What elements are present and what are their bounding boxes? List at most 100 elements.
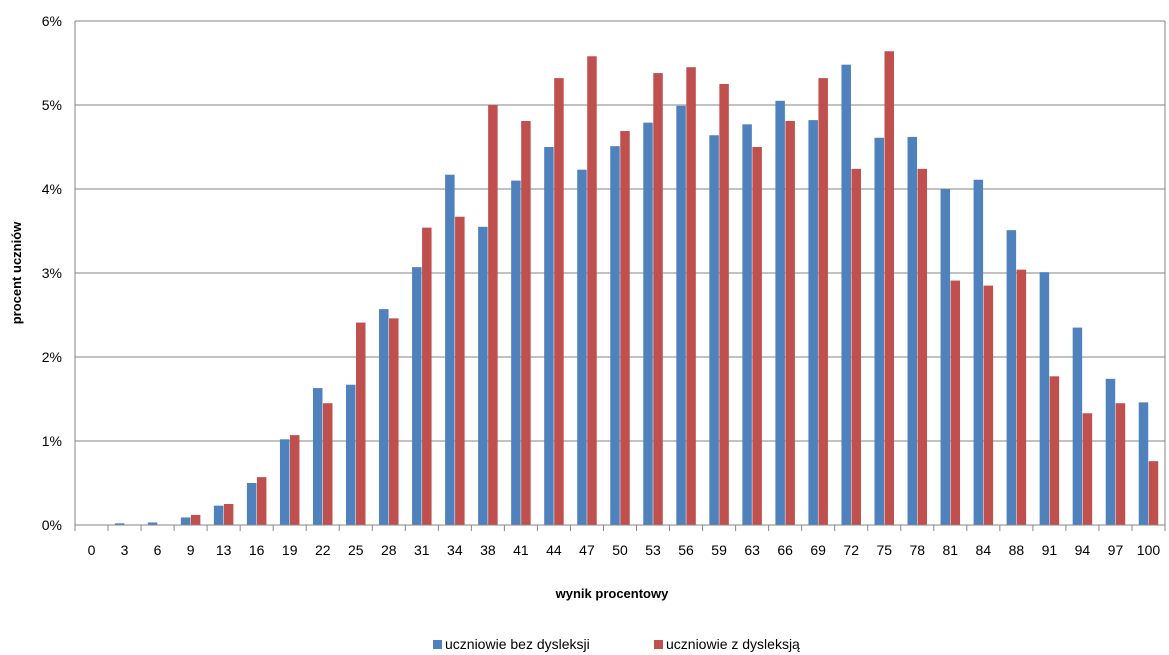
x-tick-label: 84 (976, 542, 992, 558)
x-tick-label: 38 (480, 542, 496, 558)
x-tick-label: 59 (711, 542, 727, 558)
bar-bez-dysleksji (213, 505, 224, 525)
x-tick-label: 91 (1042, 542, 1058, 558)
bar-bez-dysleksji (841, 64, 851, 526)
x-tick-label: 100 (1137, 542, 1161, 558)
bar-z-dysleksja (686, 67, 696, 525)
x-tick-label: 25 (348, 542, 364, 558)
y-tick-label: 3% (42, 265, 62, 281)
bar-bez-dysleksji (973, 179, 984, 525)
bar-z-dysleksja (587, 56, 597, 525)
x-axis-title: wynik procentowy (555, 586, 669, 601)
x-tick-label: 81 (943, 542, 959, 558)
bar-bez-dysleksji (1138, 402, 1149, 525)
y-tick-label: 1% (42, 433, 62, 449)
bar-z-dysleksja (1082, 413, 1093, 525)
bar-z-dysleksja (1016, 269, 1027, 525)
x-tick-labels: 0 3 6 9 13 16 19 22 25 28 31 34 38 41 44 47 50 53 56 59 63 66… (88, 542, 1161, 558)
bar-bez-dysleksji (874, 137, 884, 525)
bar-bez-dysleksji (180, 517, 191, 525)
bar-z-dysleksja (620, 131, 630, 526)
bar-bez-dysleksji (1072, 327, 1083, 525)
bar-bez-dysleksji (346, 384, 356, 525)
bar-z-dysleksja (521, 120, 531, 526)
bar-z-dysleksja (884, 51, 894, 526)
x-tick-label: 19 (282, 542, 298, 558)
x-tick-label: 50 (612, 542, 628, 558)
gridlines (75, 20, 1165, 442)
x-tick-label: 78 (909, 542, 925, 558)
bar-bez-dysleksji (544, 147, 554, 525)
bar-z-dysleksja (983, 285, 994, 525)
y-tick-label: 6% (42, 13, 62, 29)
bar-z-dysleksja (1115, 403, 1126, 525)
bar-bez-dysleksji (907, 136, 918, 526)
bar-bez-dysleksji (114, 523, 125, 525)
bar-bez-dysleksji (808, 120, 818, 526)
bar-bez-dysleksji (775, 100, 785, 526)
x-tick-label: 72 (843, 542, 859, 558)
bar-bez-dysleksji (742, 124, 752, 525)
x-tick-label: 41 (513, 542, 529, 558)
y-axis-title: procent uczniów (9, 221, 24, 324)
bars (114, 51, 1159, 526)
legend-swatch (433, 640, 442, 649)
legend: uczniowie bez dysleksji uczniowie z dysle… (433, 636, 800, 652)
bar-bez-dysleksji (478, 226, 488, 526)
bar-bez-dysleksji (511, 180, 521, 525)
bar-z-dysleksja (719, 84, 729, 525)
bar-z-dysleksja (785, 120, 795, 526)
x-tick-label: 0 (88, 542, 96, 558)
bar-z-dysleksja (653, 73, 663, 525)
bar-z-dysleksja (190, 514, 201, 525)
x-tick-label: 9 (187, 542, 195, 558)
bar-bez-dysleksji (1039, 272, 1050, 525)
bar-z-dysleksja (256, 477, 267, 525)
bar-bez-dysleksji (676, 105, 686, 525)
x-tick-label: 88 (1009, 542, 1025, 558)
x-tick-label: 94 (1075, 542, 1091, 558)
x-tick-label: 97 (1108, 542, 1124, 558)
bar-z-dysleksja (322, 403, 333, 525)
bar-bez-dysleksji (577, 169, 587, 525)
bar-z-dysleksja (917, 168, 928, 525)
x-tick-label: 16 (249, 542, 265, 558)
x-tick-label: 56 (678, 542, 694, 558)
bar-bez-dysleksji (1006, 230, 1017, 525)
x-tick-label: 28 (381, 542, 397, 558)
bar-z-dysleksja (289, 435, 300, 525)
x-tick-label: 44 (546, 542, 562, 558)
bar-z-dysleksja (1148, 461, 1159, 525)
bar-z-dysleksja (488, 105, 498, 525)
bar-bez-dysleksji (709, 135, 719, 526)
x-tick-label: 3 (121, 542, 129, 558)
bar-bez-dysleksji (279, 439, 290, 525)
bar-bez-dysleksji (610, 146, 620, 525)
bar-bez-dysleksji (445, 174, 455, 525)
y-tick-label: 0% (42, 517, 62, 533)
x-tick-label: 63 (744, 542, 760, 558)
y-tick-label: 4% (42, 181, 62, 197)
x-tick-label: 69 (810, 542, 826, 558)
y-tick-label: 5% (42, 97, 62, 113)
legend-label: uczniowie bez dysleksji (445, 636, 590, 652)
legend-swatch (654, 640, 663, 649)
axes (74, 20, 1166, 531)
bar-bez-dysleksji (312, 388, 323, 525)
bar-z-dysleksja (554, 78, 564, 526)
x-tick-label: 31 (414, 542, 430, 558)
bar-z-dysleksja (1049, 376, 1060, 525)
x-tick-label: 66 (777, 542, 793, 558)
bar-bez-dysleksji (412, 267, 422, 525)
bar-z-dysleksja (752, 147, 762, 525)
bar-z-dysleksja (950, 280, 961, 525)
x-tick-label: 13 (216, 542, 232, 558)
x-tick-label: 53 (645, 542, 661, 558)
bar-z-dysleksja (223, 504, 234, 525)
bar-z-dysleksja (356, 322, 366, 525)
bar-bez-dysleksji (643, 122, 653, 525)
bar-z-dysleksja (851, 168, 861, 525)
x-tick-label: 6 (154, 542, 162, 558)
x-tick-label: 75 (876, 542, 892, 558)
